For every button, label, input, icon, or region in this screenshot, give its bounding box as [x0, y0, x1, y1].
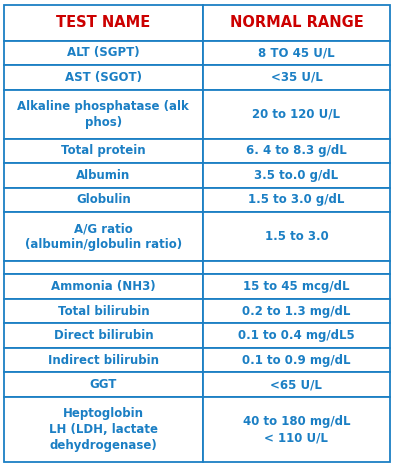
- Bar: [203, 139, 390, 163]
- Text: 3.5 to.0 g/dL: 3.5 to.0 g/dL: [255, 169, 338, 182]
- Text: GGT: GGT: [90, 378, 117, 391]
- Text: 40 to 180 mg/dL
< 110 U/L: 40 to 180 mg/dL < 110 U/L: [243, 415, 350, 444]
- Bar: [4, 139, 203, 163]
- Bar: [4, 274, 203, 299]
- Bar: [203, 212, 390, 261]
- Bar: [203, 274, 390, 299]
- Text: Indirect bilirubin: Indirect bilirubin: [48, 354, 159, 367]
- Bar: [4, 212, 203, 261]
- Bar: [4, 163, 203, 188]
- Bar: [203, 348, 390, 372]
- Bar: [203, 65, 390, 90]
- Text: <35 U/L: <35 U/L: [271, 71, 322, 84]
- Text: A/G ratio
(albumin/globulin ratio): A/G ratio (albumin/globulin ratio): [25, 222, 182, 251]
- Bar: [4, 90, 203, 139]
- Bar: [4, 397, 203, 462]
- Bar: [203, 90, 390, 139]
- Bar: [4, 348, 203, 372]
- Bar: [203, 299, 390, 323]
- Text: Total bilirubin: Total bilirubin: [58, 304, 149, 318]
- Bar: [203, 41, 390, 65]
- Text: <65 U/L: <65 U/L: [271, 378, 322, 391]
- Bar: [203, 188, 390, 212]
- Bar: [203, 323, 390, 348]
- Text: 8 TO 45 U/L: 8 TO 45 U/L: [258, 46, 335, 59]
- Text: Direct bilirubin: Direct bilirubin: [54, 329, 153, 342]
- Text: 0.1 to 0.4 mg/dL5: 0.1 to 0.4 mg/dL5: [238, 329, 355, 342]
- Bar: [203, 397, 390, 462]
- Text: 1.5 to 3.0 g/dL: 1.5 to 3.0 g/dL: [248, 193, 345, 206]
- Bar: [4, 261, 203, 274]
- Text: 6. 4 to 8.3 g/dL: 6. 4 to 8.3 g/dL: [246, 144, 347, 157]
- Bar: [203, 163, 390, 188]
- Text: Alkaline phosphatase (alk
phos): Alkaline phosphatase (alk phos): [17, 99, 189, 129]
- Bar: [4, 65, 203, 90]
- Text: Heptoglobin
LH (LDH, lactate
dehydrogenase): Heptoglobin LH (LDH, lactate dehydrogena…: [49, 407, 158, 452]
- Text: 1.5 to 3.0: 1.5 to 3.0: [264, 230, 328, 243]
- Text: Globulin: Globulin: [76, 193, 131, 206]
- Text: 0.1 to 0.9 mg/dL: 0.1 to 0.9 mg/dL: [242, 354, 351, 367]
- Text: AST (SGOT): AST (SGOT): [65, 71, 142, 84]
- Bar: [203, 372, 390, 397]
- Text: NORMAL RANGE: NORMAL RANGE: [230, 15, 363, 30]
- Text: 20 to 120 U/L: 20 to 120 U/L: [253, 108, 340, 120]
- Bar: [4, 188, 203, 212]
- Text: TEST NAME: TEST NAME: [56, 15, 151, 30]
- Bar: [4, 5, 203, 41]
- Bar: [4, 299, 203, 323]
- Bar: [4, 323, 203, 348]
- Text: Ammonia (NH3): Ammonia (NH3): [51, 280, 156, 293]
- Bar: [203, 261, 390, 274]
- Text: Albumin: Albumin: [76, 169, 130, 182]
- Text: 15 to 45 mcg/dL: 15 to 45 mcg/dL: [243, 280, 350, 293]
- Bar: [4, 372, 203, 397]
- Bar: [4, 41, 203, 65]
- Text: 0.2 to 1.3 mg/dL: 0.2 to 1.3 mg/dL: [242, 304, 351, 318]
- Bar: [203, 5, 390, 41]
- Text: Total protein: Total protein: [61, 144, 146, 157]
- Text: ALT (SGPT): ALT (SGPT): [67, 46, 140, 59]
